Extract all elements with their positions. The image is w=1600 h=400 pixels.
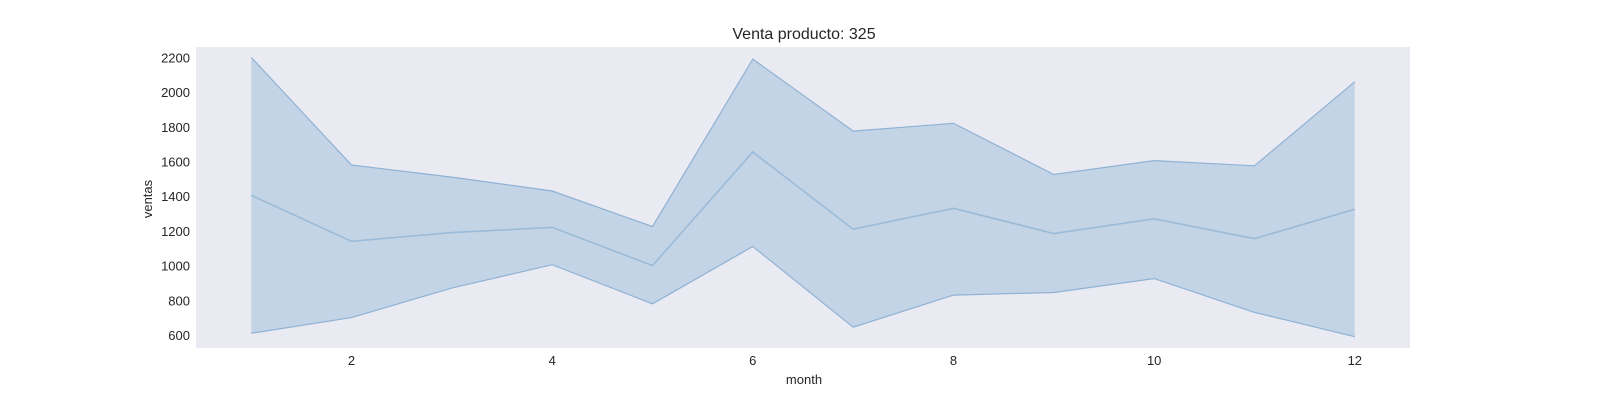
confidence-band	[251, 57, 1355, 337]
x-tick-label: 8	[950, 353, 957, 368]
y-tick-label: 2200	[161, 50, 190, 65]
x-tick-label: 4	[549, 353, 556, 368]
chart-title: Venta producto: 325	[732, 26, 875, 43]
x-tick-label: 12	[1348, 353, 1362, 368]
x-tick-label: 2	[348, 353, 355, 368]
x-tick-label: 6	[749, 353, 756, 368]
y-tick-label: 1200	[161, 224, 190, 239]
y-tick-label: 800	[168, 293, 190, 308]
y-axis-label: ventas	[140, 179, 155, 218]
y-tick-label: 1600	[161, 155, 190, 170]
x-tick-label: 10	[1147, 353, 1161, 368]
series-line	[250, 150, 1356, 267]
y-tick-label: 1800	[161, 120, 190, 135]
y-tick-label: 600	[168, 328, 190, 343]
y-tick-label: 1000	[161, 259, 190, 274]
y-tick-label: 1400	[161, 189, 190, 204]
x-axis-label: month	[786, 372, 822, 387]
y-tick-label: 2000	[161, 85, 190, 100]
band-upper-edge	[250, 56, 1356, 228]
y-axis-ticks: 600 800 1000 1200 1400 1600 1800 2000 2200	[161, 50, 190, 343]
band-lower-edge	[251, 245, 1355, 338]
x-axis-ticks: 2 4 6 8 10 12	[348, 353, 1362, 368]
